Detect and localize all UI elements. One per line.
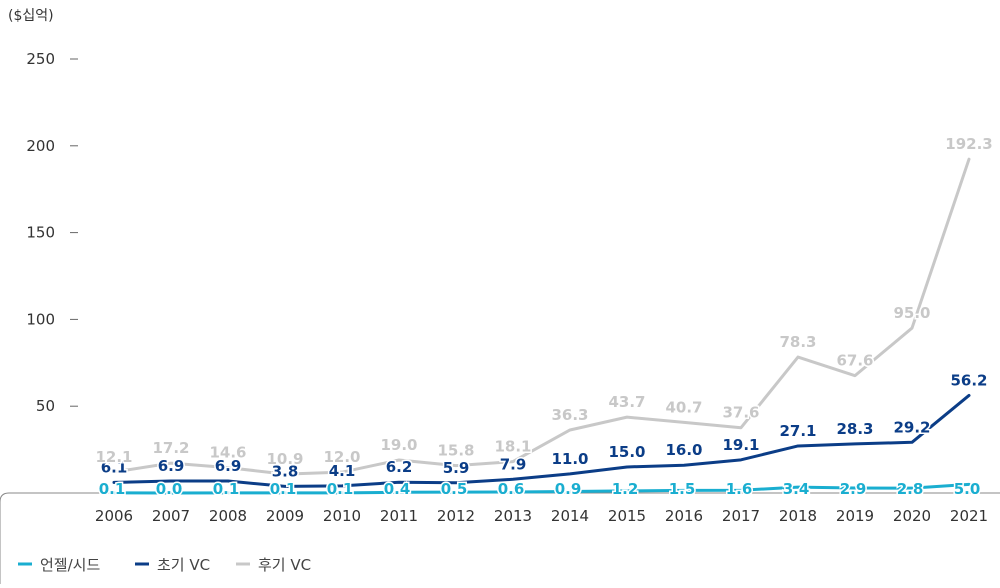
x-tick-label-2013: 2013 [494,507,532,525]
x-axis-baseline [0,492,1000,584]
data-label-early-vc-2010: 4.1 [329,462,356,480]
data-label-early-vc-2007: 6.9 [158,457,185,475]
y-unit-label: ($십억) [8,8,54,24]
y-tick-label-200: 200 [26,137,55,155]
data-label-angel-seed-2006: 0.1 [99,480,126,498]
legend: 언젤/시드 초기 VC 후기 VC [18,556,311,574]
data-label-angel-seed-2021: 5.0 [954,480,981,498]
data-label-angel-seed-2008: 0.1 [213,480,240,498]
x-tick-label-2011: 2011 [380,507,418,525]
data-label-angel-seed-2007: 0.0 [156,480,183,498]
data-label-angel-seed-2011: 0.4 [384,480,411,498]
data-label-early-vc-2006: 6.1 [101,458,128,476]
series-line-early-vc [112,393,971,488]
data-label-late-vc-2007: 17.2 [152,439,189,457]
series-line-angel-seed [112,482,971,495]
data-label-early-vc-2008: 6.9 [215,457,242,475]
x-tick-label-2017: 2017 [722,507,760,525]
data-label-angel-seed-2019: 2.9 [840,480,867,498]
x-tick-label-2010: 2010 [323,507,361,525]
data-label-late-vc-2021: 192.3 [945,135,992,153]
y-tick-label-250: 250 [26,50,55,68]
data-label-late-vc-2011: 19.0 [380,436,417,454]
data-label-angel-seed-2014: 0.9 [555,480,582,498]
x-tick-label-2007: 2007 [152,507,190,525]
x-axis: 2006 2007 2008 2009 2010 2011 2012 2013 2014 2015… [95,507,988,525]
data-label-late-vc-2013: 18.1 [494,438,531,456]
y-axis: 50 100 150 200 250 [26,50,78,415]
x-tick-label-2015: 2015 [608,507,646,525]
data-label-late-vc-2015: 43.7 [608,393,645,411]
data-label-late-vc-2009: 10.9 [266,450,303,468]
x-tick-label-2014: 2014 [551,507,589,525]
data-label-late-vc-2010: 12.0 [323,448,360,466]
data-label-angel-seed-2016: 1.5 [669,480,696,498]
data-label-late-vc-2006: 12.1 [95,448,132,466]
series-lines [112,157,971,495]
x-tick-label-2009: 2009 [266,507,304,525]
legend-label-angel-seed: 언젤/시드 [40,556,100,574]
data-label-late-vc-2017: 37.6 [722,404,759,422]
x-tick-label-2018: 2018 [779,507,817,525]
data-label-early-vc-2018: 27.1 [779,422,816,440]
data-label-angel-seed-2018: 3.4 [783,480,810,498]
data-label-early-vc-2016: 16.0 [665,441,702,459]
data-label-early-vc-2013: 7.9 [500,455,527,473]
data-label-early-vc-2014: 11.0 [551,450,588,468]
data-label-late-vc-2014: 36.3 [551,406,588,424]
data-label-early-vc-2009: 3.8 [272,462,299,480]
data-label-late-vc-2012: 15.8 [437,442,474,460]
series-line-late-vc [112,157,971,476]
data-label-early-vc-2015: 15.0 [608,443,645,461]
data-label-early-vc-2021: 56.2 [950,371,987,389]
data-label-angel-seed-2012: 0.5 [441,480,468,498]
data-label-early-vc-2017: 19.1 [722,436,759,454]
x-tick-label-2012: 2012 [437,507,475,525]
x-tick-label-2019: 2019 [836,507,874,525]
data-label-angel-seed-2015: 1.2 [612,480,639,498]
legend-label-late-vc: 후기 VC [258,556,311,574]
data-label-angel-seed-2013: 0.6 [498,480,525,498]
x-tick-label-2021: 2021 [950,507,988,525]
x-tick-label-2016: 2016 [665,507,703,525]
data-label-late-vc-2018: 78.3 [779,333,816,351]
data-label-early-vc-2011: 6.2 [386,458,413,476]
data-label-early-vc-2019: 28.3 [836,420,873,438]
data-label-angel-seed-2020: 2.8 [897,480,924,498]
y-tick-label-50: 50 [36,397,55,415]
data-label-angel-seed-2010: 0.1 [327,480,354,498]
data-label-angel-seed-2009: 0.1 [270,480,297,498]
y-tick-label-150: 150 [26,224,55,242]
data-label-late-vc-2008: 14.6 [209,444,246,462]
data-label-angel-seed-2017: 1.6 [726,480,753,498]
x-tick-label-2006: 2006 [95,507,133,525]
y-tick-label-100: 100 [26,310,55,328]
data-label-early-vc-2020: 29.2 [893,418,930,436]
data-label-late-vc-2016: 40.7 [665,398,702,416]
x-tick-label-2020: 2020 [893,507,931,525]
data-label-late-vc-2020: 95.0 [893,304,930,322]
legend-label-early-vc: 초기 VC [157,556,210,574]
data-label-early-vc-2012: 5.9 [443,459,470,477]
series-data-labels: 0.1 0.0 0.1 0.1 0.1 0.4 0.5 0.6 0.9 1.2 1.5 1.6 3.4 2… [94,134,994,500]
data-label-late-vc-2019: 67.6 [836,352,873,370]
x-tick-label-2008: 2008 [209,507,247,525]
